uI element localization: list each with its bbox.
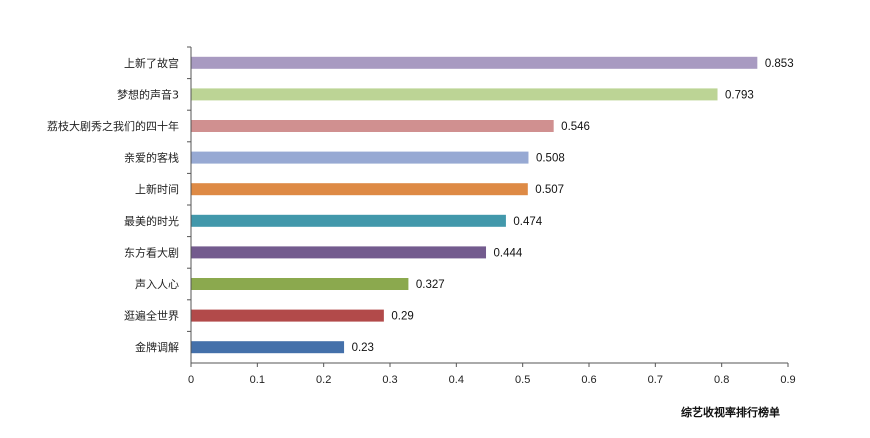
x-tick-label: 0.1	[250, 374, 265, 386]
x-tick-label: 0.3	[382, 374, 397, 386]
x-tick-label: 0.7	[648, 374, 663, 386]
category-label: 荔枝大剧秀之我们的四十年	[47, 119, 179, 133]
data-label: 0.327	[416, 279, 445, 291]
category-label: 上新了故宫	[124, 56, 179, 70]
data-label: 0.29	[391, 311, 413, 323]
bar	[191, 56, 758, 69]
bar	[191, 120, 554, 132]
bar	[191, 214, 506, 227]
data-label: 0.23	[352, 342, 374, 354]
category-label: 声入人心	[135, 277, 179, 291]
data-label: 0.853	[765, 58, 794, 70]
category-label: 东方看大剧	[124, 245, 179, 259]
bar	[191, 246, 487, 259]
category-label: 上新时间	[135, 182, 179, 196]
data-label: 0.507	[535, 184, 564, 196]
data-label: 0.508	[536, 153, 565, 165]
x-tick-label: 0	[188, 374, 194, 386]
data-label: 0.546	[561, 121, 590, 133]
category-label: 亲爱的客栈	[124, 151, 179, 165]
bar	[191, 151, 529, 164]
bar	[191, 341, 345, 354]
data-label: 0.474	[513, 216, 542, 228]
category-label: 梦想的声音3	[117, 87, 179, 101]
category-label: 最美的时光	[124, 214, 179, 228]
category-label: 金牌调解	[135, 340, 179, 354]
data-label: 0.444	[494, 247, 523, 259]
bar	[191, 88, 718, 101]
x-tick-label: 0.4	[449, 374, 464, 386]
bar	[191, 183, 528, 196]
x-tick-label: 0.9	[780, 374, 795, 386]
x-tick-label: 0.2	[316, 374, 331, 386]
x-tick-label: 0.5	[515, 374, 530, 386]
x-tick-label: 0.6	[581, 374, 596, 386]
chart-title: 综艺收视率排行榜单	[681, 405, 780, 419]
data-label: 0.793	[725, 89, 754, 101]
bar	[191, 278, 409, 290]
x-tick-label: 0.8	[714, 374, 729, 386]
category-label: 逛遍全世界	[124, 309, 179, 323]
bar	[191, 309, 384, 322]
